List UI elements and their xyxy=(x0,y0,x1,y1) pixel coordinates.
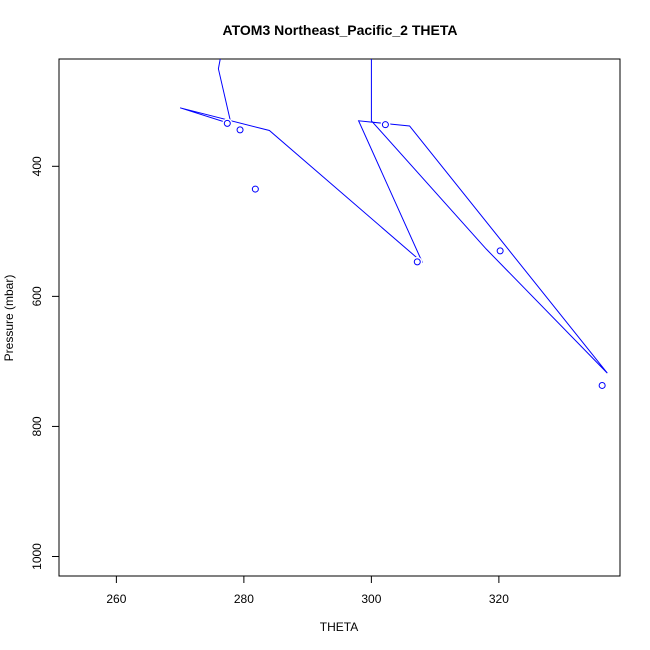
x-axis-label: THETA xyxy=(320,620,358,634)
point-gap xyxy=(250,184,261,195)
x-tick-label: 260 xyxy=(106,592,126,606)
point-gap xyxy=(495,245,506,256)
data-point xyxy=(381,121,389,129)
x-tick-label: 320 xyxy=(489,592,509,606)
y-axis-label: Pressure (mbar) xyxy=(2,275,16,362)
series-layer xyxy=(179,59,608,374)
data-point xyxy=(236,126,244,134)
data-point xyxy=(251,185,259,193)
data-point xyxy=(598,381,606,389)
marker-layer xyxy=(222,118,608,391)
y-tick-label: 1000 xyxy=(30,543,44,570)
point-gap xyxy=(412,256,423,267)
y-axis: 400 600 800 1000 xyxy=(30,156,60,570)
point-gap xyxy=(235,124,246,135)
x-tick-label: 300 xyxy=(361,592,381,606)
series-line xyxy=(179,59,608,374)
point-gap xyxy=(380,119,391,130)
x-tick-label: 280 xyxy=(234,592,254,606)
y-tick-label: 800 xyxy=(30,416,44,436)
plot-frame xyxy=(58,58,621,577)
data-point xyxy=(496,247,504,255)
data-point xyxy=(223,119,231,127)
point-gap xyxy=(222,118,233,129)
y-tick-label: 400 xyxy=(30,156,44,176)
y-tick-label: 600 xyxy=(30,286,44,306)
x-axis: 260 280 300 320 xyxy=(106,575,509,606)
data-point xyxy=(413,258,421,266)
point-gap xyxy=(597,380,608,391)
chart-title: ATOM3 Northeast_Pacific_2 THETA xyxy=(223,22,458,38)
